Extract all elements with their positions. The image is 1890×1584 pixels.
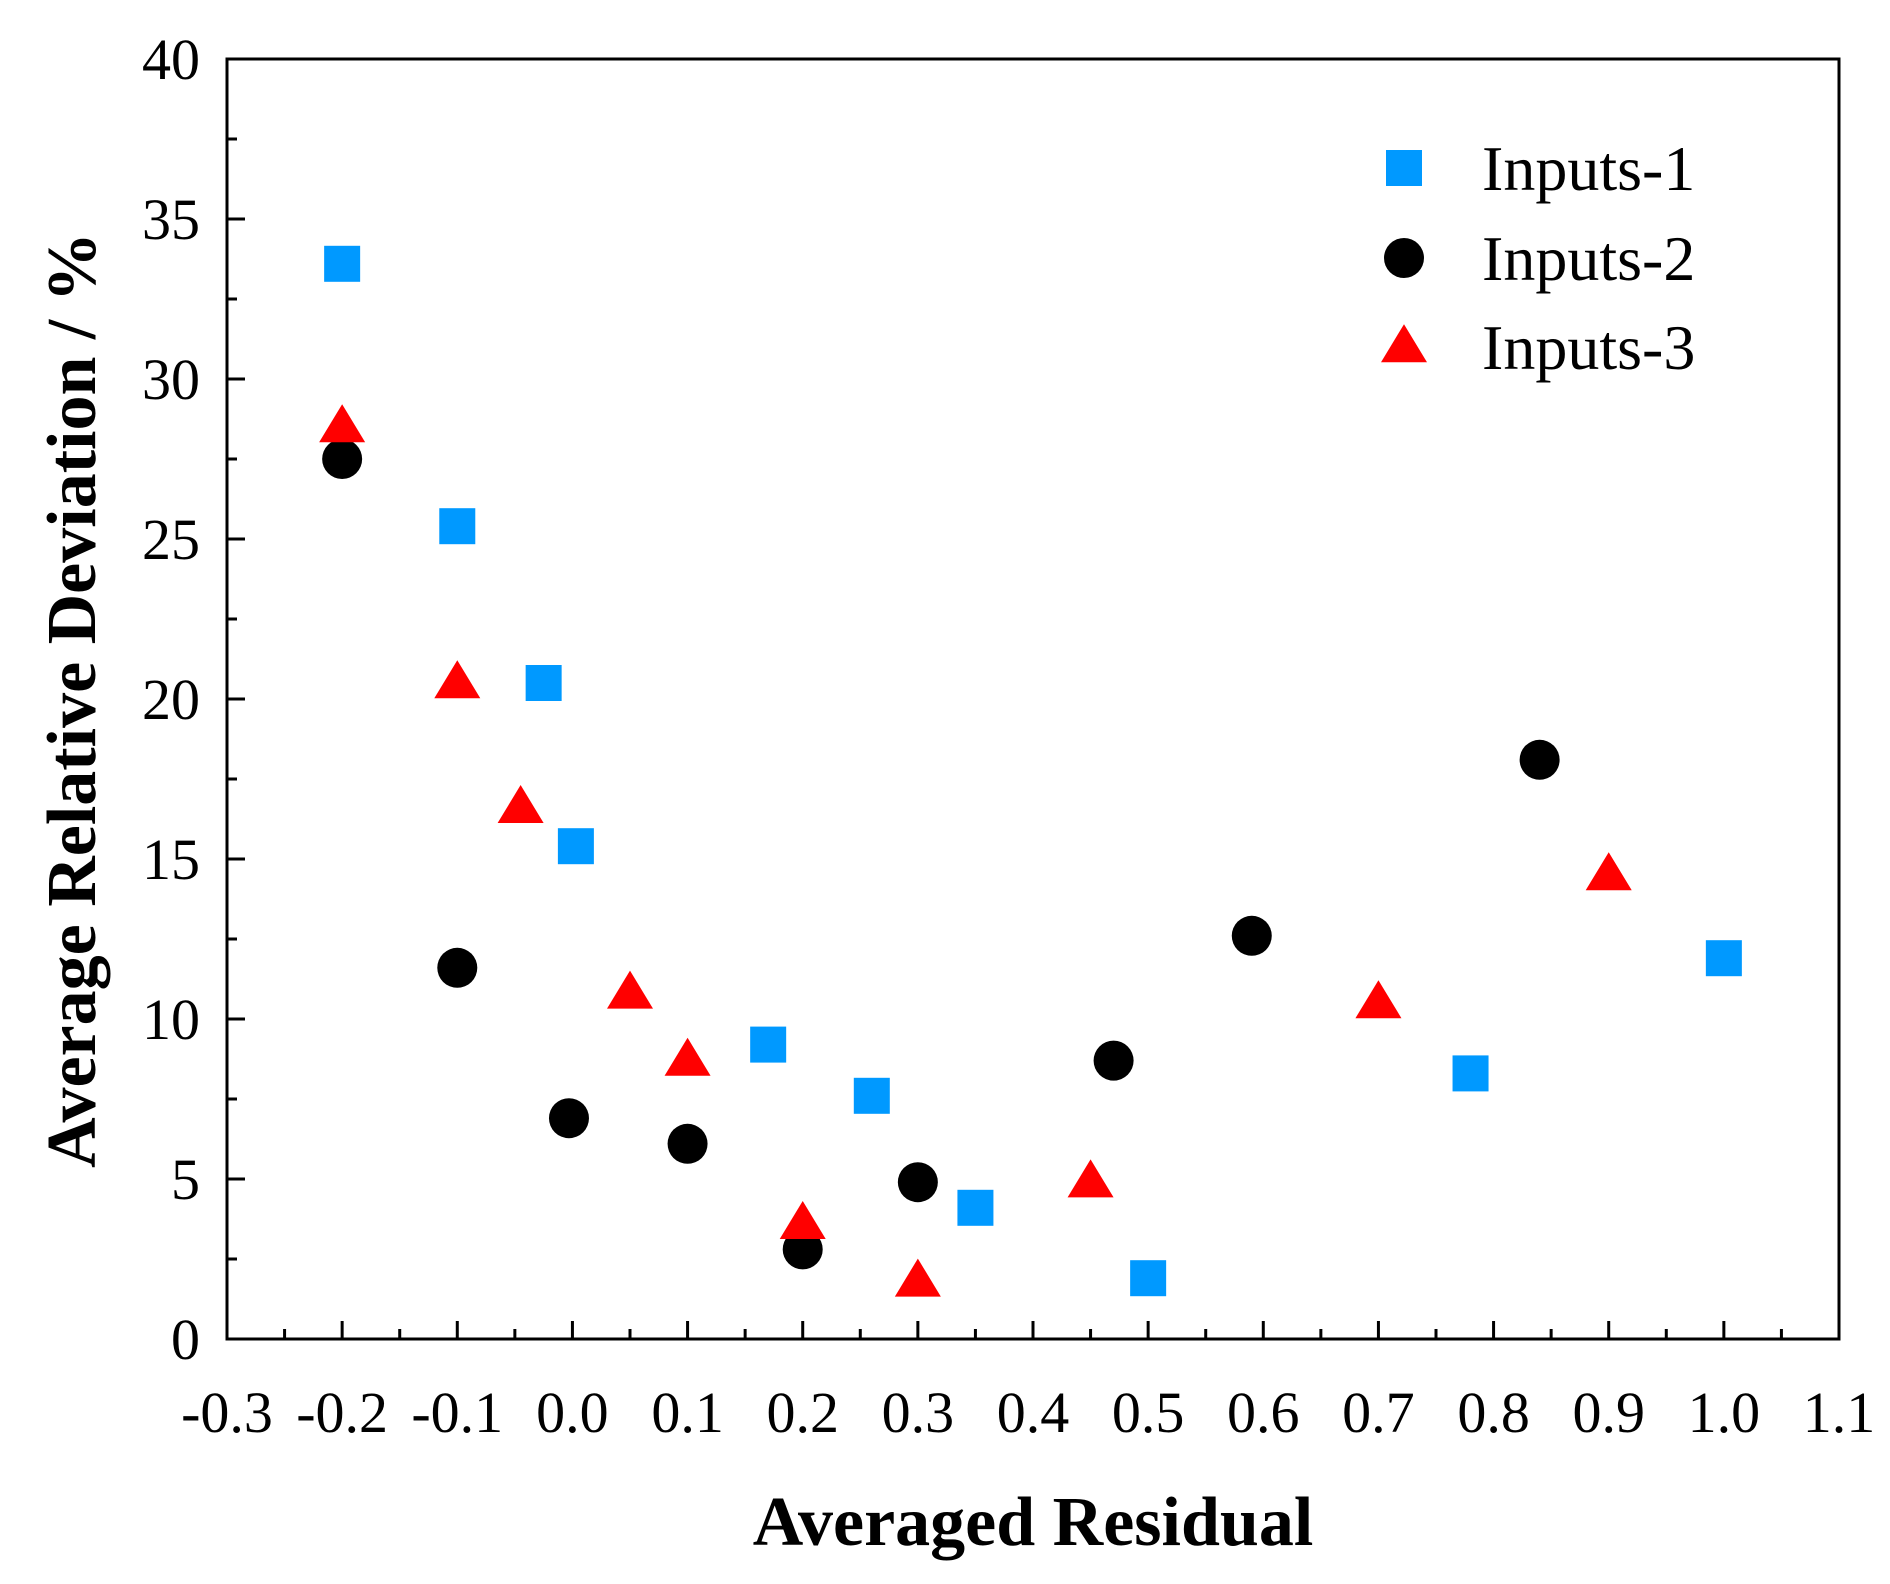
legend-label-inputs-2: Inputs-2 xyxy=(1482,223,1695,294)
legend: Inputs-1 Inputs-2 Inputs-3 xyxy=(1381,133,1695,383)
data-point-inputs-1 xyxy=(1130,1260,1167,1297)
x-tick-label: 0.5 xyxy=(1112,1380,1185,1445)
data-point-inputs-1 xyxy=(525,665,562,701)
x-tick-label: 1.0 xyxy=(1688,1380,1761,1445)
data-point-inputs-1 xyxy=(853,1077,890,1114)
data-point-inputs-1 xyxy=(1705,940,1742,977)
data-point-inputs-1 xyxy=(324,245,361,282)
x-axis-ticks: -0.3 -0.2 -0.1 0.0 0.1 0.2 0.3 0.4 0.5 0.6 0.7 0.8 0… xyxy=(181,1321,1875,1445)
y-tick-label: 25 xyxy=(142,507,200,572)
data-point-inputs-3 xyxy=(894,1258,941,1297)
y-axis-ticks: 0 5 10 15 20 25 30 35 40 xyxy=(142,27,245,1372)
x-tick-label: -0.1 xyxy=(411,1380,503,1445)
x-tick-label: 0.9 xyxy=(1572,1380,1645,1445)
y-tick-label: 0 xyxy=(171,1307,200,1372)
y-axis-title: Average Relative Deviation / % xyxy=(34,232,111,1168)
x-tick-label: 0.1 xyxy=(651,1380,724,1445)
legend-marker-inputs-3 xyxy=(1381,324,1427,363)
data-point-inputs-1 xyxy=(1452,1055,1489,1092)
y-tick-label: 30 xyxy=(142,347,200,412)
y-tick-label: 40 xyxy=(142,27,200,92)
data-point-inputs-2 xyxy=(548,1098,589,1139)
x-tick-label: 0.6 xyxy=(1227,1380,1300,1445)
data-point-inputs-2 xyxy=(437,947,478,988)
data-point-inputs-1 xyxy=(750,1026,787,1063)
x-tick-label: 0.3 xyxy=(882,1380,955,1445)
data-point-inputs-3 xyxy=(319,404,366,443)
y-tick-label: 20 xyxy=(142,667,200,732)
x-tick-label: 0.4 xyxy=(997,1380,1070,1445)
legend-label-inputs-1: Inputs-1 xyxy=(1482,133,1695,204)
data-point-inputs-3 xyxy=(607,970,653,1009)
x-tick-label: -0.2 xyxy=(296,1380,388,1445)
data-point-inputs-2 xyxy=(1519,739,1560,780)
x-tick-label: 0.8 xyxy=(1457,1380,1530,1445)
data-point-inputs-3 xyxy=(664,1037,711,1076)
y-tick-label: 5 xyxy=(171,1147,200,1212)
x-tick-label: 0.7 xyxy=(1342,1380,1415,1445)
legend-marker-inputs-1 xyxy=(1386,150,1422,186)
y-tick-label: 10 xyxy=(142,987,200,1052)
data-point-inputs-1 xyxy=(557,828,594,865)
y-tick-label: 15 xyxy=(142,827,200,892)
data-point-inputs-3 xyxy=(779,1201,826,1239)
data-point-inputs-3 xyxy=(1585,852,1632,891)
data-point-inputs-2 xyxy=(897,1162,938,1203)
data-point-inputs-2 xyxy=(782,1229,823,1270)
data-markers xyxy=(319,245,1742,1297)
data-point-inputs-3 xyxy=(497,785,544,823)
data-point-inputs-2 xyxy=(322,439,363,479)
y-tick-label: 35 xyxy=(142,187,200,252)
data-point-inputs-1 xyxy=(957,1189,994,1226)
data-point-inputs-2 xyxy=(1231,915,1272,956)
legend-marker-inputs-2 xyxy=(1384,238,1424,278)
x-tick-label: 1.1 xyxy=(1803,1380,1876,1445)
legend-label-inputs-3: Inputs-3 xyxy=(1482,312,1695,383)
data-point-inputs-3 xyxy=(1355,980,1402,1019)
data-point-inputs-2 xyxy=(1093,1040,1134,1081)
data-point-inputs-3 xyxy=(1067,1159,1114,1198)
x-tick-label: 0.0 xyxy=(536,1380,609,1445)
data-point-inputs-2 xyxy=(667,1123,708,1164)
x-tick-label: 0.2 xyxy=(766,1380,839,1445)
data-point-inputs-3 xyxy=(434,660,481,699)
x-tick-label: -0.3 xyxy=(181,1380,273,1445)
x-axis-title: Averaged Residual xyxy=(753,1484,1314,1561)
data-point-inputs-1 xyxy=(439,508,476,545)
